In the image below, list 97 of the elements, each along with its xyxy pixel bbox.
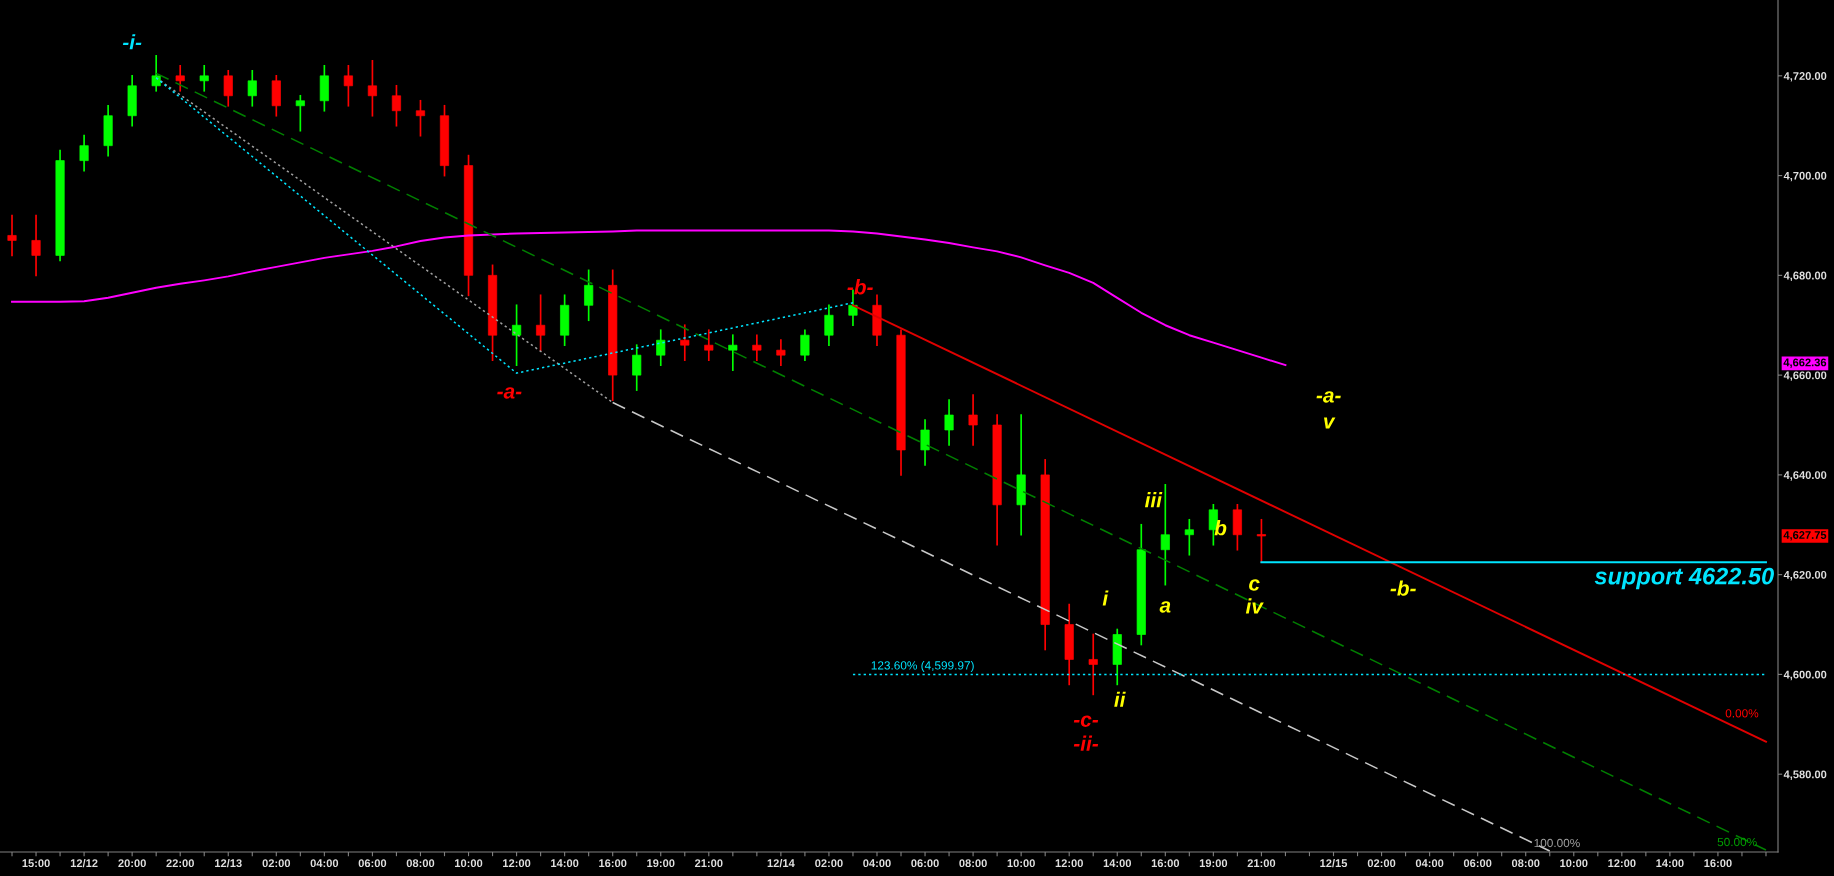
candlestick [728,334,738,371]
x-tick-label: 14:00 [1656,859,1684,868]
candlestick [1256,518,1266,564]
candlestick [680,324,690,361]
candlestick [415,99,426,137]
candlestick [151,55,161,92]
x-tick-label: 12/12 [70,858,98,868]
x-tick-label: 12/13 [215,858,242,868]
x-tick-label: 08:00 [959,859,987,868]
candlestick [536,294,546,352]
candlestick [175,65,185,92]
x-tick-label: 16:00 [1151,859,1180,868]
candlestick [79,134,89,172]
candlestick [656,329,666,366]
x-tick-label: 04:00 [310,859,339,868]
annotation: b [1214,520,1227,536]
candlestick [1088,633,1098,696]
x-tick-label: 14:00 [1103,859,1132,868]
text: 4,627.75 [1783,531,1827,541]
x-tick-label: 12:00 [503,859,531,868]
annotation: 123.60% (4,599.97) [871,660,974,672]
x-tick-label: 12/15 [1320,858,1348,868]
x-tick-label: 19:00 [647,859,675,868]
annotation: 100.00% [1534,838,1580,848]
x-tick-label: 04:00 [1415,859,1444,868]
x-tick-label: 22:00 [166,859,194,868]
candlestick [343,65,353,107]
candlestick [391,84,401,127]
y-tick-label: 4,620.00 [1783,570,1827,581]
candlestick [968,394,978,446]
x-tick-label: 21:00 [694,859,723,868]
x-tick-label: 02:00 [815,859,843,868]
candlestick [31,214,41,277]
x-tick-label: 02:00 [262,859,291,868]
x-tick-label: 16:00 [1704,859,1732,868]
candlestick [223,69,233,107]
x-tick-label: 10:00 [1560,859,1588,868]
annotation: -b- [1390,580,1416,596]
text: 4,662.36 [1783,358,1827,368]
annotation: a [1159,601,1171,613]
candlestick [247,69,257,107]
annotation: -i- [122,34,142,50]
annotation: 50.00% [1717,837,1757,847]
candlestick [944,399,954,446]
x-tick-label: 20:00 [118,859,146,868]
x-tick-label: 04:00 [863,859,891,868]
annotation: -c- [1073,715,1099,727]
annotation: 0.00% [1725,709,1759,718]
y-tick-label: 4,680.00 [1783,271,1827,282]
x-tick-label: 02:00 [1367,859,1396,868]
candlestick [295,94,305,132]
y-tick-label: 4,640.00 [1783,471,1827,481]
candlestick [752,334,762,361]
candlestick [1184,518,1194,556]
x-tick-label: 12:00 [1608,859,1636,868]
annotation: iv [1245,598,1264,614]
candlestick [920,419,930,466]
x-tick-label: 06:00 [911,859,939,868]
candlestick [800,329,810,361]
candlestick [367,60,377,117]
candlestick [7,214,17,257]
x-tick-label: 12:00 [1055,859,1083,868]
y-tick-label: 4,580.00 [1783,770,1827,780]
y-tick-label: 4,700.00 [1783,171,1827,182]
x-tick-label: 10:00 [1007,859,1035,868]
x-tick-label: 21:00 [1247,859,1276,868]
annotation: -ii- [1073,735,1099,751]
candlestick [632,344,642,391]
candlestick [824,304,834,347]
candlestick [584,269,594,322]
candlestick [776,339,786,366]
line-series [11,229,1287,367]
x-tick-label: 16:00 [599,859,627,868]
candlestick [704,329,714,361]
x-tick-label: 12/14 [767,858,795,868]
candlestick [512,304,522,366]
x-tick-label: 15:00 [22,859,50,868]
annotation: -a- [1316,391,1341,403]
y-tick-label: 4,600.00 [1783,670,1827,681]
annotation: iii [1144,492,1163,508]
y-tick-label: 4,720.00 [1783,72,1827,82]
candlestick [199,65,209,92]
y-tick-label: 4,660.00 [1783,371,1827,381]
x-tick-label: 14:00 [551,859,579,868]
annotation: i [1102,590,1109,606]
x-tick-label: 06:00 [1463,859,1492,868]
x-tick-label: 06:00 [358,859,387,868]
annotation: ii [1114,691,1126,707]
annotation: -a- [497,387,522,399]
annotation: -b- [847,279,873,295]
x-tick-label: 10:00 [455,859,483,868]
x-tick-label: 08:00 [406,859,435,868]
annotation: c [1249,579,1260,591]
x-tick-label: 19:00 [1199,859,1228,868]
annotation: support 4622.50 [1594,567,1774,590]
annotation: v [1324,417,1336,429]
x-tick-label: 08:00 [1511,859,1540,868]
